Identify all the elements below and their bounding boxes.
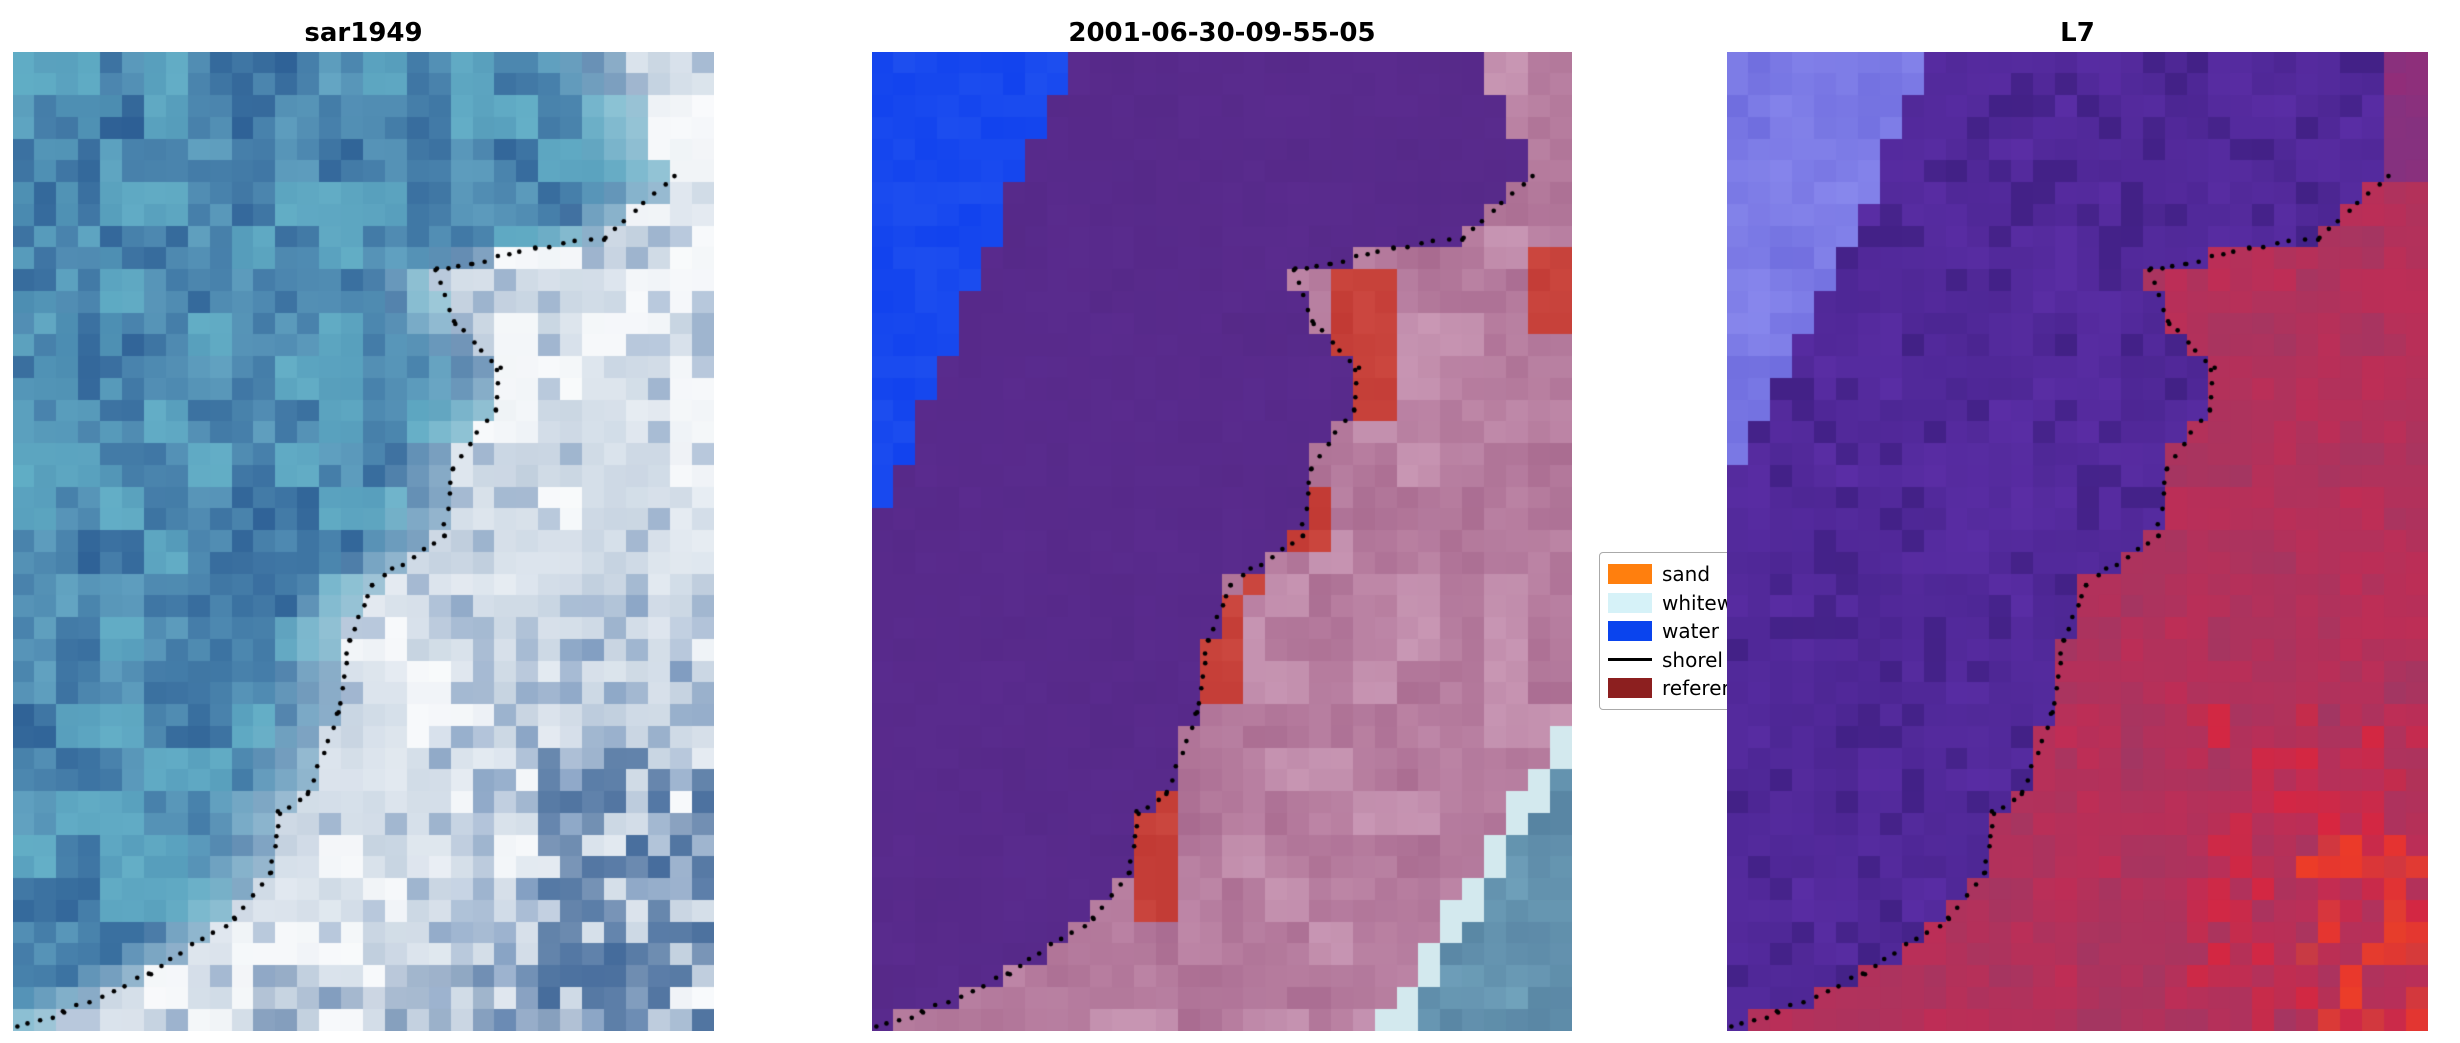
legend-line-swatch	[1608, 658, 1652, 661]
legend-item-whitew: whitew	[1608, 591, 1740, 615]
legend-item-referen: referen	[1608, 676, 1740, 700]
panel-title-2001-06-30-09-55-05: 2001-06-30-09-55-05	[1068, 18, 1376, 48]
panel-2001-06-30-09-55-05: 2001-06-30-09-55-05	[872, 14, 1572, 1031]
l7-scene-image	[1727, 52, 2428, 1031]
panel-l7: L7	[1727, 14, 2428, 1031]
legend-color-swatch	[1608, 678, 1652, 698]
legend-label: referen	[1662, 676, 1735, 700]
sar1949-satellite-image	[13, 52, 714, 1031]
legend-item-shorel: shorel	[1608, 648, 1740, 672]
legend-label: whitew	[1662, 590, 1734, 615]
classified-scene-image	[872, 52, 1572, 1031]
panel-title-l7: L7	[2060, 18, 2095, 48]
panel-title-sar1949: sar1949	[304, 18, 423, 48]
legend-color-swatch	[1608, 592, 1652, 613]
legend-item-sand: sand	[1608, 562, 1740, 586]
legend-label: water	[1662, 619, 1719, 643]
legend: sand whitew water shorel referen	[1599, 552, 1749, 710]
legend-color-swatch	[1608, 564, 1652, 584]
legend-label: sand	[1662, 562, 1711, 586]
panel-sar1949: sar1949	[13, 14, 714, 1031]
legend-label: shorel	[1662, 647, 1723, 672]
legend-color-swatch	[1608, 621, 1652, 641]
legend-item-water: water	[1608, 619, 1740, 643]
